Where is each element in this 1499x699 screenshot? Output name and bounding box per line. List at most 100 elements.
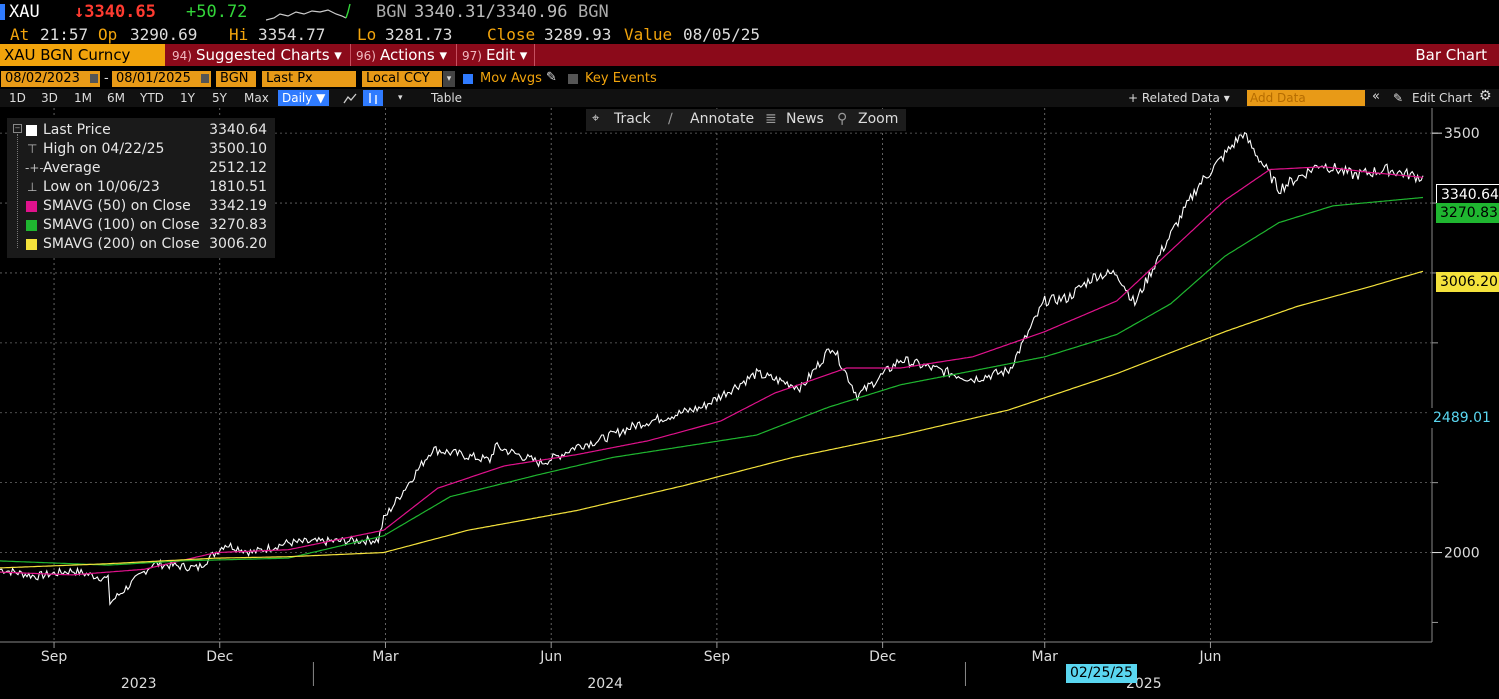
mov-avgs-checkbox[interactable]	[463, 74, 473, 84]
legend-label: High on 04/22/25	[43, 141, 165, 157]
calendar-icon[interactable]	[201, 74, 209, 83]
edit-label: Edit ▾	[485, 46, 528, 64]
period-max[interactable]: Max	[244, 91, 269, 105]
series-line-smavg-200-on-close	[0, 270, 1424, 569]
legend-value: 1810.51	[209, 179, 267, 195]
currency-selector[interactable]: Local CCY	[362, 71, 442, 87]
year-label: 2023	[121, 676, 157, 692]
actions-menu[interactable]: 96) Actions ▾	[356, 44, 447, 66]
period-3d[interactable]: 3D	[41, 91, 58, 105]
legend-tree-line	[17, 134, 19, 248]
close-value: 3289.93	[544, 25, 612, 44]
y-tick-label: 3500	[1444, 126, 1480, 142]
security-field[interactable]: XAU BGN Curncy	[0, 44, 165, 66]
series-line-smavg-100-on-close	[0, 196, 1424, 566]
menu-divider	[456, 44, 457, 66]
period-ytd[interactable]: YTD	[140, 91, 164, 105]
end-date-field[interactable]: 08/01/2025	[112, 71, 211, 87]
sparkline-icon	[266, 3, 351, 21]
chart-style-dropdown-icon[interactable]: ▾	[398, 93, 403, 103]
track-button[interactable]: Track	[614, 111, 651, 127]
period-1y[interactable]: 1Y	[180, 91, 195, 105]
legend-value: 3270.83	[209, 217, 267, 233]
legend-collapse-icon[interactable]: −	[13, 124, 22, 133]
quote-header: XAU ↓3340.65 +50.72 BGN 3340.31/3340.96 …	[0, 0, 1499, 24]
start-date: 08/02/2023	[5, 71, 80, 86]
edit-chart-button[interactable]: Edit Chart	[1412, 91, 1473, 105]
legend-label: SMAVG (100) on Close	[43, 217, 200, 233]
edit-num: 97)	[462, 49, 482, 63]
open-label: Op	[98, 25, 118, 44]
field-selector[interactable]: Last Px	[262, 71, 356, 87]
key-events-label[interactable]: Key Events	[585, 71, 657, 86]
x-tick-label: Mar	[1032, 649, 1059, 665]
table-button[interactable]: Table	[431, 91, 463, 105]
cursor-price-tag: 2489.01	[1429, 408, 1495, 428]
calendar-icon[interactable]	[90, 74, 98, 83]
legend-label: Average	[43, 160, 101, 176]
bid-ask-label: BGN	[376, 2, 407, 22]
collapse-icon[interactable]: «	[1372, 89, 1380, 104]
period-1m[interactable]: 1M	[74, 91, 92, 105]
chart-type-label: Bar Chart	[1415, 46, 1487, 64]
crosshair-icon[interactable]: ⌖	[592, 111, 600, 126]
legend-item-last-price[interactable]: Last Price 3340.64	[7, 121, 275, 140]
add-data-input[interactable]: Add Data	[1247, 90, 1365, 106]
high-label: Hi	[229, 25, 249, 44]
legend-item-sma100[interactable]: SMAVG (100) on Close 3270.83	[7, 216, 275, 235]
period-1d[interactable]: 1D	[9, 91, 26, 105]
legend-item-high[interactable]: ⊤ High on 04/22/25 3500.10	[7, 140, 275, 159]
frequency-selector[interactable]: Daily ▼	[278, 90, 330, 106]
bar-chart-icon[interactable]	[363, 90, 383, 106]
date-range-dash: -	[104, 71, 109, 86]
zoom-icon[interactable]: ⚲	[837, 111, 848, 127]
line-chart-icon[interactable]	[343, 92, 357, 104]
legend-item-sma200[interactable]: SMAVG (200) on Close 3006.20	[7, 235, 275, 254]
legend-value: 3340.64	[209, 122, 267, 138]
actions-num: 96)	[356, 49, 376, 63]
sma100-tag: 3270.83	[1436, 203, 1499, 223]
x-tick-label: Sep	[41, 649, 68, 665]
source-field[interactable]: BGN	[216, 71, 256, 87]
news-button[interactable]: News	[786, 111, 824, 127]
legend-item-average[interactable]: -+- Average 2512.12	[7, 159, 275, 178]
open-value: 3290.69	[130, 25, 198, 44]
annotate-icon[interactable]: ∕	[668, 111, 673, 127]
period-6m[interactable]: 6M	[107, 91, 125, 105]
series-line-smavg-50-on-close	[0, 166, 1424, 576]
bid-ask: 3340.31/3340.96	[414, 2, 568, 22]
period-5y[interactable]: 5Y	[212, 91, 227, 105]
key-events-checkbox[interactable]	[568, 74, 578, 84]
currency-dropdown-icon[interactable]: ▾	[443, 71, 455, 87]
chart-area[interactable]: Sep Dec Mar Jun Sep Dec Mar Jun 2023 2024 2025 2000…	[0, 108, 1499, 695]
ticker[interactable]: XAU	[9, 2, 40, 22]
news-icon[interactable]: ≣	[765, 111, 777, 127]
suggested-charts-num: 94)	[172, 49, 192, 63]
suggested-charts-menu[interactable]: 94) Suggested Charts ▾	[172, 44, 342, 66]
legend-swatch	[26, 125, 37, 136]
menu-divider	[350, 44, 351, 66]
mov-avgs-label[interactable]: Mov Avgs	[480, 71, 542, 86]
quote-detail: At 21:57 Op 3290.69 Hi 3354.77 Lo 3281.7…	[0, 24, 1499, 44]
x-tick-label: Jun	[539, 649, 562, 665]
zoom-button[interactable]: Zoom	[858, 111, 899, 127]
x-tick-label: Sep	[704, 649, 731, 665]
actions-label: Actions ▾	[379, 46, 448, 64]
legend-item-sma50[interactable]: SMAVG (50) on Close 3342.19	[7, 197, 275, 216]
start-date-field[interactable]: 08/02/2023	[1, 71, 100, 87]
related-data-button[interactable]: + Related Data ▾	[1128, 91, 1230, 105]
legend-label: SMAVG (50) on Close	[43, 198, 191, 214]
legend-value: 3500.10	[209, 141, 267, 157]
settings-gear-icon[interactable]: ⚙	[1479, 88, 1492, 104]
edit-menu[interactable]: 97) Edit ▾	[462, 44, 527, 66]
end-date: 08/01/2025	[116, 71, 191, 86]
high-marker-icon: ⊤	[27, 142, 38, 156]
annotate-button[interactable]: Annotate	[690, 111, 755, 127]
edit-pencil-icon[interactable]: ✎	[1393, 91, 1404, 105]
high-value: 3354.77	[258, 25, 326, 44]
add-data-placeholder: Add Data	[1250, 91, 1306, 105]
last-price: ↓3340.65	[74, 2, 156, 22]
legend-item-low[interactable]: ⊥ Low on 10/06/23 1810.51	[7, 178, 275, 197]
pencil-icon[interactable]: ✎	[546, 70, 557, 85]
